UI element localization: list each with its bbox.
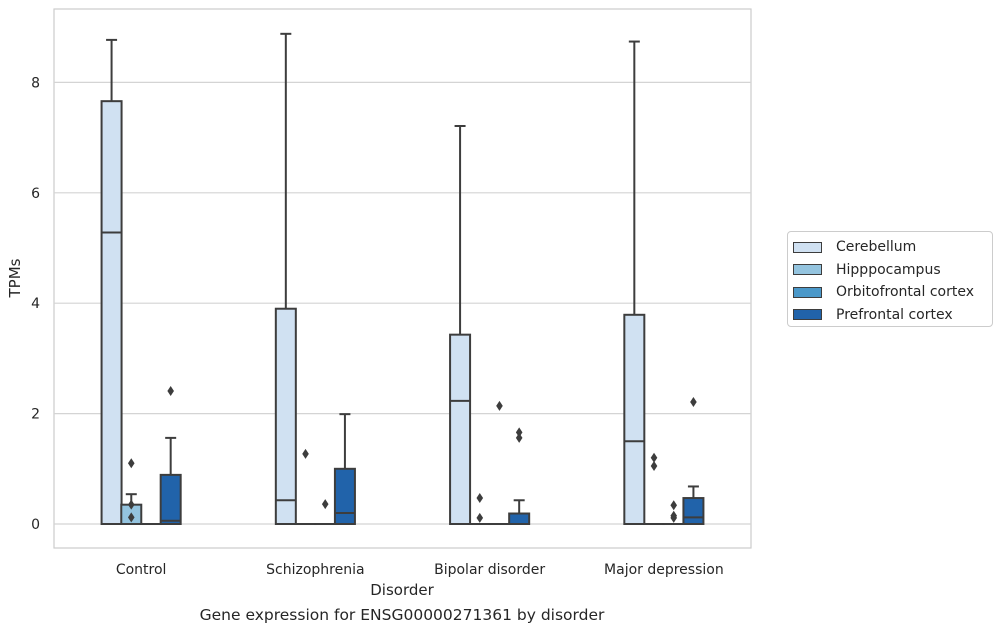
outlier-point	[650, 452, 658, 463]
outlier-point	[127, 512, 135, 523]
box	[623, 40, 646, 525]
y-tick-labels: 0 2 4 6 8	[31, 75, 40, 533]
box-body	[623, 313, 646, 525]
y-tick-label: 4	[31, 296, 40, 312]
outlier-point	[670, 512, 678, 523]
plot-area	[53, 8, 752, 549]
outlier-point	[690, 397, 697, 408]
box	[508, 427, 531, 526]
box-body	[508, 512, 531, 526]
outlier-point	[650, 461, 658, 472]
x-tick-labels: Control Schizophrenia Bipolar disorder Majo…	[116, 562, 724, 578]
box	[468, 493, 491, 526]
legend-item: Cerebellum	[792, 236, 992, 259]
y-tick-label: 0	[31, 517, 40, 533]
box	[274, 32, 297, 525]
outlier-point	[167, 385, 174, 396]
box	[643, 452, 666, 526]
legend-swatch	[793, 309, 822, 321]
outlier-point	[670, 500, 678, 511]
box	[333, 413, 356, 525]
box	[159, 385, 182, 526]
legend: Cerebellum Hipppocampus Orbitofrontal co…	[787, 231, 993, 327]
legend-item: Prefrontal cortex	[792, 304, 992, 327]
box	[120, 458, 143, 525]
x-tick-label: Schizophrenia	[266, 562, 364, 578]
x-axis-label: Disorder	[370, 581, 434, 599]
box	[662, 500, 685, 526]
outlier-point	[127, 499, 135, 510]
legend-swatch	[793, 264, 822, 276]
figure-caption: Gene expression for ENSG00000271361 by d…	[199, 606, 605, 624]
box	[682, 397, 705, 525]
box	[100, 38, 123, 525]
legend-item: Orbitofrontal cortex	[792, 281, 992, 304]
outlier-point	[321, 499, 329, 510]
y-tick-label: 2	[31, 407, 40, 423]
box-body	[274, 307, 297, 525]
outlier-point	[127, 458, 135, 469]
outlier-point	[476, 493, 484, 504]
box-body	[682, 497, 705, 525]
y-tick-label: 8	[31, 75, 40, 91]
legend-label: Prefrontal cortex	[836, 306, 953, 323]
box-body	[333, 467, 356, 525]
y-tick-label: 6	[31, 186, 40, 202]
outlier-point	[515, 432, 523, 443]
outlier-point	[496, 400, 503, 411]
y-axis-label: TPMs	[6, 258, 24, 298]
legend-swatch	[793, 241, 822, 253]
x-tick-label: Major depression	[604, 562, 724, 578]
x-tick-label: Bipolar disorder	[434, 562, 545, 578]
legend-item: Hipppocampus	[792, 259, 992, 282]
outlier-point	[515, 427, 523, 438]
box-body	[100, 100, 123, 525]
legend-label: Cerebellum	[836, 239, 917, 256]
x-tick-label: Control	[116, 562, 167, 578]
box-body	[159, 473, 182, 526]
legend-swatch	[793, 286, 822, 298]
box	[449, 125, 472, 525]
legend-label: Orbitofrontal cortex	[836, 284, 974, 301]
box-body	[449, 333, 472, 525]
box-series	[100, 32, 705, 526]
outlier-point	[476, 512, 484, 523]
legend-label: Hipppocampus	[836, 261, 941, 278]
outlier-point	[302, 448, 309, 459]
